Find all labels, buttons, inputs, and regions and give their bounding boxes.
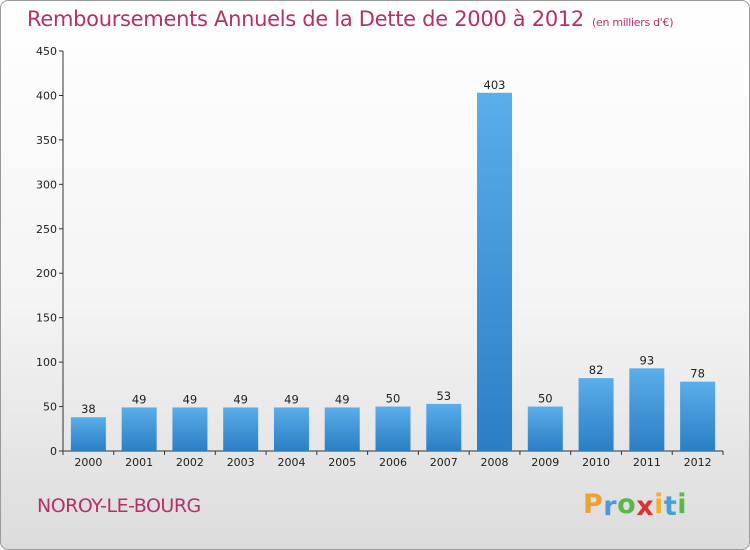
- data-label-2011: 93: [640, 353, 655, 367]
- y-tick-label: 350: [36, 134, 57, 147]
- data-label-2004: 49: [284, 392, 299, 406]
- x-tick-label: 2010: [582, 456, 610, 469]
- bar-2008: [477, 92, 513, 452]
- y-tick-label: 0: [50, 445, 57, 458]
- x-tick-label: 2003: [227, 456, 255, 469]
- bar-2005: [324, 407, 360, 451]
- chart-title-text: Remboursements Annuels de la Dette de 20…: [27, 7, 584, 31]
- x-axis: 2000 2001 2002 2003 2004 2005 2006 2007 2008 2009…: [62, 450, 724, 469]
- logo-letter: x: [636, 491, 655, 522]
- x-tick-label: 2012: [684, 456, 712, 469]
- data-label-2002: 49: [183, 392, 198, 406]
- data-label-2012: 78: [690, 367, 705, 381]
- logo-letter: i: [654, 489, 664, 520]
- bars: 38 49 49 49 49 49 50 53 403 50 82 93 78: [70, 78, 716, 452]
- y-tick-label: 200: [36, 267, 57, 280]
- data-label-2008: 403: [484, 78, 506, 92]
- chart-title: Remboursements Annuels de la Dette de 20…: [27, 7, 673, 31]
- bar-2001: [121, 407, 157, 451]
- chart-unit: (en milliers d'€): [592, 16, 674, 29]
- x-tick-label: 2002: [176, 456, 204, 469]
- bar-2010: [578, 378, 614, 451]
- logo-letter: t: [663, 491, 678, 522]
- x-tick-label: 2004: [277, 456, 305, 469]
- logo-letter: r: [603, 491, 618, 522]
- y-tick-label: 300: [36, 178, 57, 191]
- data-label-2010: 82: [589, 363, 604, 377]
- logo-letter: o: [617, 489, 637, 520]
- y-axis: 0 50 100 150 200 250 300 350 400 450: [36, 45, 64, 458]
- data-label-2001: 49: [132, 392, 147, 406]
- y-tick-label: 450: [36, 45, 57, 58]
- x-tick-label: 2006: [379, 456, 407, 469]
- bar-2004: [273, 407, 309, 451]
- y-tick-label: 50: [43, 401, 57, 414]
- logo-letter: i: [677, 489, 688, 520]
- bar-2009: [527, 406, 563, 451]
- y-tick-label: 100: [36, 356, 57, 369]
- x-tick-label: 2009: [531, 456, 559, 469]
- bar-2007: [426, 403, 462, 451]
- bar-2002: [172, 407, 208, 451]
- bar-2012: [680, 381, 716, 451]
- x-tick-label: 2007: [430, 456, 458, 469]
- data-label-2006: 50: [386, 392, 401, 406]
- bar-2011: [629, 368, 665, 451]
- x-tick-label: 2011: [633, 456, 661, 469]
- data-label-2005: 49: [335, 392, 350, 406]
- data-label-2007: 53: [436, 389, 451, 403]
- x-tick-label: 2008: [481, 456, 509, 469]
- bar-2006: [375, 406, 411, 451]
- data-label-2000: 38: [81, 402, 96, 416]
- y-tick-label: 400: [36, 89, 57, 102]
- data-label-2003: 49: [233, 392, 248, 406]
- bar-2003: [223, 407, 259, 451]
- y-tick-label: 250: [36, 223, 57, 236]
- proxiti-logo: Proxiti: [583, 489, 688, 522]
- commune-name: NOROY-LE-BOURG: [37, 495, 201, 517]
- bar-2000: [70, 417, 106, 451]
- logo-letter: P: [583, 489, 604, 520]
- x-tick-label: 2001: [125, 456, 153, 469]
- x-tick-label: 2005: [328, 456, 356, 469]
- x-tick-label: 2000: [74, 456, 102, 469]
- data-label-2009: 50: [538, 392, 553, 406]
- y-tick-label: 150: [36, 312, 57, 325]
